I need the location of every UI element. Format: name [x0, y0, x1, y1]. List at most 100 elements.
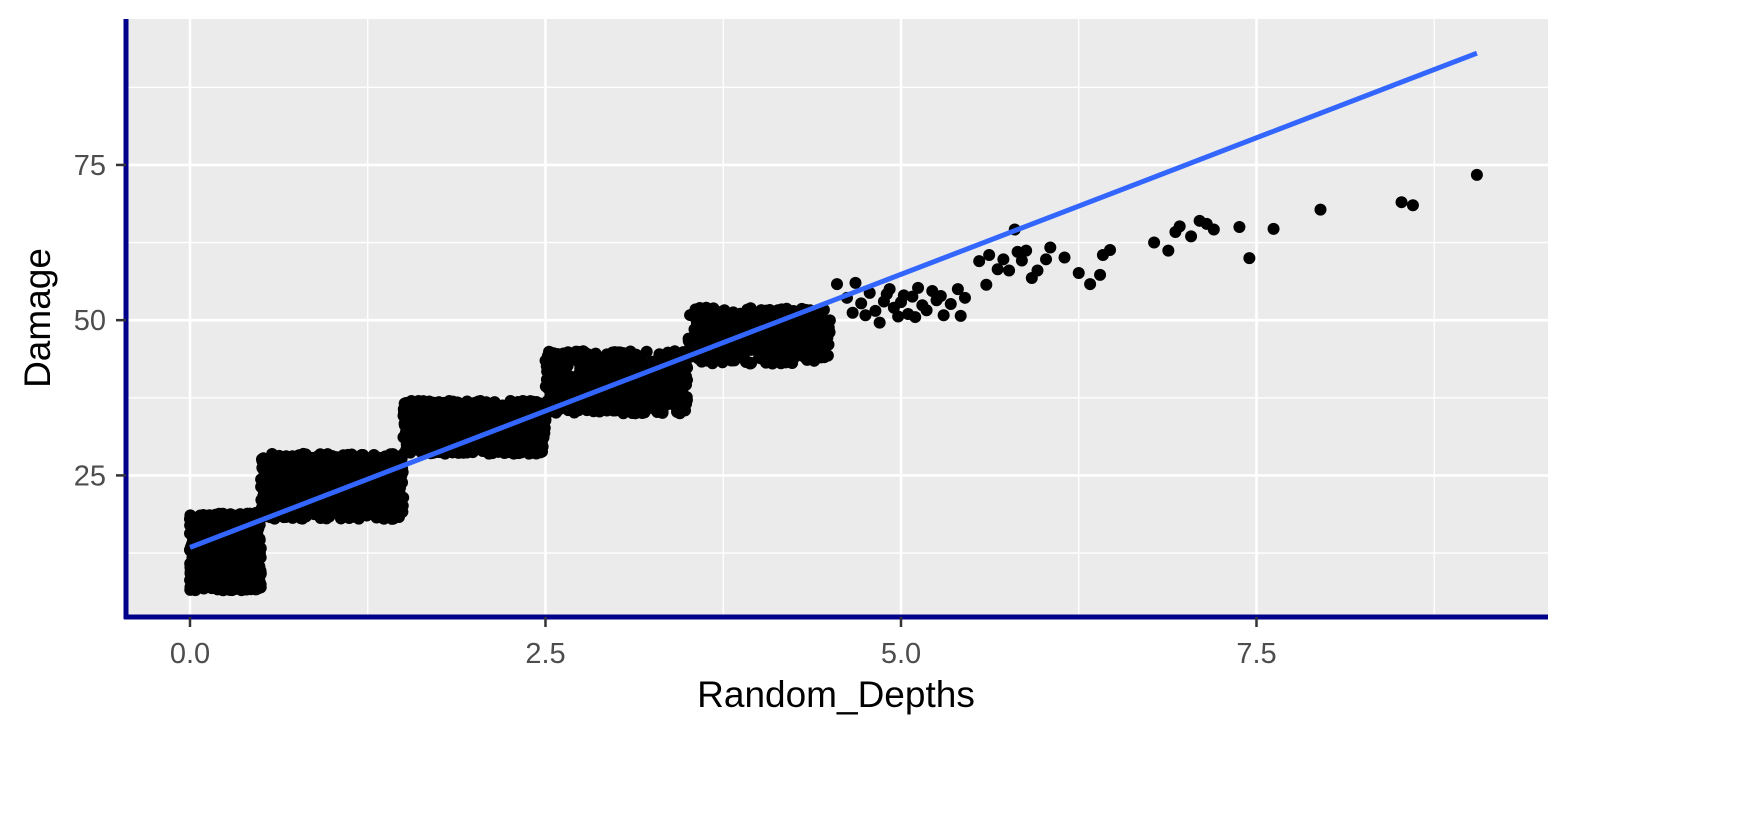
data-point	[252, 550, 265, 563]
data-point	[675, 405, 688, 418]
data-point	[224, 553, 237, 566]
data-point	[615, 364, 628, 377]
data-point	[690, 324, 703, 337]
data-point	[821, 315, 834, 328]
data-point	[855, 297, 868, 310]
data-point	[279, 467, 292, 480]
data-point	[185, 568, 198, 581]
data-point	[846, 306, 859, 319]
data-point	[920, 304, 933, 317]
data-point	[509, 402, 522, 415]
y-axis-title: Damage	[17, 248, 58, 388]
data-point	[242, 551, 255, 564]
data-point	[719, 316, 732, 329]
data-point	[573, 357, 586, 370]
data-point	[934, 289, 947, 302]
fit-line-group	[189, 50, 1478, 550]
data-point	[218, 513, 231, 526]
data-point	[1015, 254, 1028, 267]
data-point	[1243, 252, 1256, 265]
data-point	[192, 551, 205, 564]
data-point	[455, 446, 468, 459]
data-point	[831, 278, 843, 291]
data-point	[791, 325, 804, 338]
data-point	[488, 396, 501, 409]
data-point	[1072, 266, 1085, 279]
data-point	[436, 434, 449, 447]
data-point	[392, 482, 405, 495]
y-axis-ticks: 25 50 75	[74, 150, 126, 492]
data-point	[356, 508, 369, 521]
data-point	[394, 498, 407, 511]
data-point	[1084, 278, 1097, 291]
data-point	[446, 404, 459, 417]
data-point	[1185, 230, 1198, 243]
data-point	[692, 304, 705, 317]
data-point	[673, 373, 686, 386]
data-point	[1003, 264, 1016, 277]
x-axis-title: Random_Depths	[697, 674, 975, 715]
data-point	[742, 337, 755, 350]
data-point	[682, 332, 695, 345]
data-point	[476, 445, 489, 458]
data-point	[1058, 251, 1071, 264]
data-point	[189, 512, 202, 525]
data-point	[1406, 199, 1419, 212]
data-point	[490, 407, 503, 420]
data-point	[755, 335, 768, 348]
data-point	[331, 505, 344, 518]
data-point	[944, 298, 957, 311]
data-point	[501, 445, 514, 458]
data-point	[1094, 268, 1107, 281]
data-point	[997, 253, 1010, 266]
data-point	[606, 364, 619, 377]
data-point	[656, 405, 669, 418]
data-point	[582, 348, 595, 361]
data-point	[892, 310, 905, 323]
data-point	[708, 324, 721, 337]
data-point	[533, 446, 546, 459]
data-point	[294, 476, 307, 489]
data-point	[873, 316, 886, 329]
data-point	[403, 406, 416, 419]
data-point	[859, 309, 872, 322]
data-point	[322, 476, 335, 489]
data-point	[1267, 222, 1280, 235]
data-point	[558, 388, 571, 401]
data-point	[1044, 241, 1057, 254]
data-point	[486, 447, 499, 460]
data-point	[781, 339, 794, 352]
data-point	[293, 454, 306, 467]
data-point	[235, 584, 248, 597]
data-point	[508, 426, 521, 439]
y-tick-label: 25	[74, 460, 106, 492]
data-point	[327, 456, 340, 469]
data-point	[1314, 203, 1327, 216]
x-tick-label: 0.0	[170, 638, 210, 670]
data-point	[305, 451, 318, 464]
data-point	[229, 537, 242, 550]
data-point	[448, 431, 461, 444]
data-point	[1162, 244, 1175, 257]
data-point	[249, 538, 262, 551]
fit-line	[189, 50, 1478, 550]
data-point	[612, 350, 625, 363]
data-point	[189, 583, 202, 596]
data-point	[225, 584, 238, 597]
data-point	[257, 460, 270, 473]
data-point	[766, 357, 779, 370]
data-point	[655, 349, 668, 362]
data-point	[320, 512, 333, 525]
data-point	[552, 350, 565, 363]
data-point	[328, 467, 341, 480]
data-point	[635, 395, 648, 408]
x-axis-ticks: 0.0 2.5 5.0 7.5	[170, 617, 1277, 670]
data-point	[744, 356, 757, 369]
data-point	[991, 263, 1004, 276]
data-point	[951, 283, 964, 296]
data-point	[1207, 223, 1220, 236]
data-point	[1020, 244, 1033, 257]
data-point	[1104, 244, 1117, 257]
x-tick-label: 2.5	[525, 638, 565, 670]
